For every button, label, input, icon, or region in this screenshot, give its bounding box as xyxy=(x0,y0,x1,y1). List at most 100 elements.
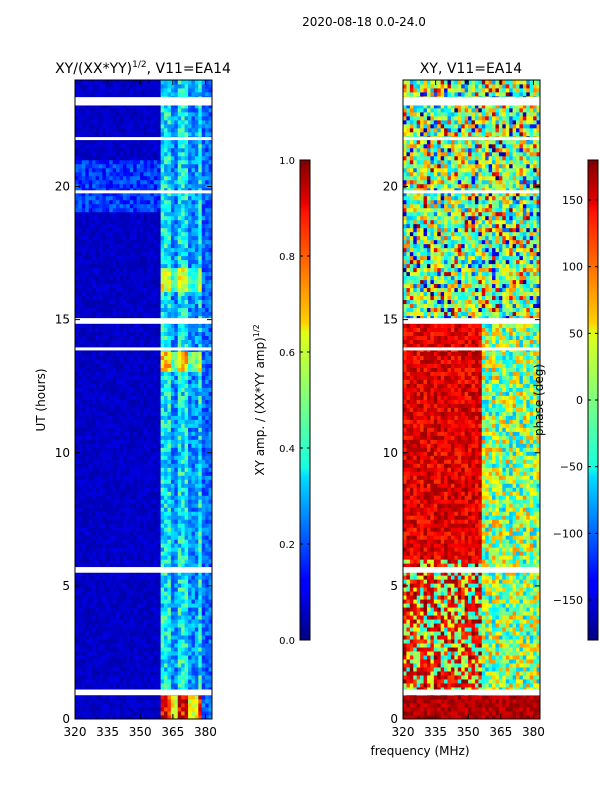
heatmap-cell xyxy=(112,251,117,257)
heatmap-cell xyxy=(208,259,213,265)
heatmap-cell xyxy=(102,563,107,568)
heatmap-cell xyxy=(174,547,179,552)
heatmap-cell xyxy=(133,587,138,592)
heatmap-cell xyxy=(88,715,93,720)
heatmap-cell xyxy=(119,479,124,484)
heatmap-cell xyxy=(88,339,93,344)
heatmap-cell xyxy=(81,295,86,301)
heatmap-cell xyxy=(140,291,144,297)
heatmap-cell xyxy=(177,715,182,720)
heatmap-cell xyxy=(188,527,192,532)
heatmap-cell xyxy=(78,483,83,488)
heatmap-cell xyxy=(164,523,168,528)
heatmap-cell xyxy=(140,599,144,604)
heatmap-cell xyxy=(116,435,120,440)
heatmap-cell xyxy=(167,247,172,253)
heatmap-cell xyxy=(174,571,179,576)
heatmap-cell xyxy=(75,439,79,444)
heatmap-cell xyxy=(133,463,138,468)
heatmap-cell xyxy=(85,687,90,692)
heatmap-cell xyxy=(116,463,120,468)
heatmap-cell xyxy=(119,287,124,293)
heatmap-cell xyxy=(129,323,134,329)
heatmap-cell xyxy=(140,515,144,520)
heatmap-cell xyxy=(198,411,203,416)
heatmap-cell xyxy=(146,399,151,404)
heatmap-cell xyxy=(78,307,83,313)
heatmap-cell xyxy=(122,579,127,584)
heatmap-cell xyxy=(174,483,179,488)
heatmap-cell xyxy=(153,235,158,241)
heatmap-cell xyxy=(129,367,134,372)
heatmap-cell xyxy=(136,599,141,604)
heatmap-cell xyxy=(112,315,117,321)
heatmap-cell xyxy=(177,563,182,568)
heatmap-cell xyxy=(126,315,131,321)
heatmap-cell xyxy=(92,459,96,464)
heatmap-cell xyxy=(85,287,90,293)
heatmap-cell xyxy=(75,587,79,592)
heatmap-cell xyxy=(133,527,138,532)
heatmap-cell xyxy=(129,463,134,468)
heatmap-cell xyxy=(160,531,165,536)
heatmap-cell xyxy=(143,699,148,704)
heatmap-cell xyxy=(126,419,131,424)
heatmap-cell xyxy=(112,327,117,332)
heatmap-cell xyxy=(205,255,209,261)
heatmap-cell xyxy=(92,655,96,660)
heatmap-cell xyxy=(170,479,175,484)
heatmap-cell xyxy=(167,467,172,472)
heatmap-cell xyxy=(188,459,192,464)
heatmap-cell xyxy=(95,495,100,500)
heatmap-cell xyxy=(95,271,100,277)
heatmap-cell xyxy=(184,251,189,257)
heatmap-cell xyxy=(157,551,162,556)
heatmap-cell xyxy=(201,607,206,612)
heatmap-cell xyxy=(205,407,209,412)
heatmap-cell xyxy=(146,323,151,329)
heatmap-cell xyxy=(105,551,110,556)
heatmap-cell xyxy=(78,355,83,360)
heatmap-cell xyxy=(188,439,192,444)
heatmap-cell xyxy=(164,351,168,356)
heatmap-cell xyxy=(160,495,165,500)
heatmap-cell xyxy=(205,571,209,576)
heatmap-cell xyxy=(136,483,141,488)
heatmap-cell xyxy=(170,355,175,360)
heatmap-cell xyxy=(75,295,79,301)
heatmap-cell xyxy=(129,399,134,404)
heatmap-cell xyxy=(126,255,131,261)
heatmap-cell xyxy=(92,399,96,404)
heatmap-cell xyxy=(194,479,199,484)
heatmap-cell xyxy=(112,559,117,564)
heatmap-cell xyxy=(109,227,114,233)
heatmap-cell xyxy=(184,223,189,229)
heatmap-cell xyxy=(174,539,179,544)
heatmap-cell xyxy=(133,479,138,484)
heatmap-cell xyxy=(78,339,83,344)
heatmap-cell xyxy=(129,239,134,245)
heatmap-cell xyxy=(188,515,192,520)
heatmap-cell xyxy=(157,283,162,289)
heatmap-cell xyxy=(194,667,199,672)
heatmap-cell xyxy=(95,439,100,444)
heatmap-cell xyxy=(75,707,79,712)
heatmap-cell xyxy=(146,571,151,576)
heatmap-cell xyxy=(160,471,165,476)
heatmap-cell xyxy=(92,343,96,348)
heatmap-cell xyxy=(205,471,209,476)
heatmap-cell xyxy=(119,459,124,464)
heatmap-cell xyxy=(181,491,185,496)
heatmap-cell xyxy=(109,599,114,604)
heatmap-cell xyxy=(184,527,189,532)
heatmap-cell xyxy=(181,683,185,688)
heatmap-cell xyxy=(119,311,124,317)
heatmap-cell xyxy=(201,559,206,564)
heatmap-cell xyxy=(122,487,127,492)
heatmap-cell xyxy=(136,491,141,496)
heatmap-cell xyxy=(92,527,96,532)
heatmap-cell xyxy=(129,447,134,452)
heatmap-cell xyxy=(116,279,120,285)
heatmap-cell xyxy=(102,351,107,356)
heatmap-cell xyxy=(81,355,86,360)
